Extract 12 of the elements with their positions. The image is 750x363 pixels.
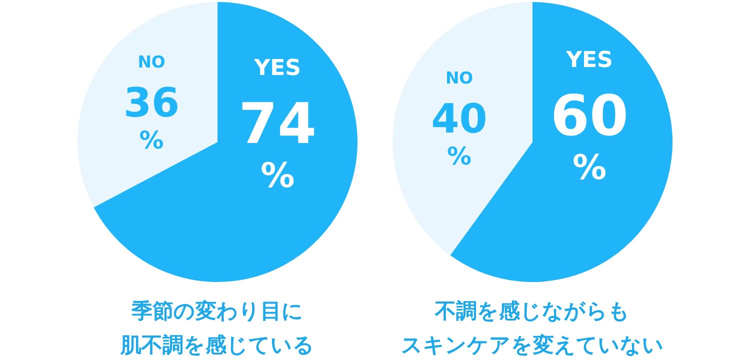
data-label: 36% bbox=[124, 80, 180, 154]
slice-label: YES bbox=[565, 48, 613, 74]
slice-label: YES bbox=[253, 56, 302, 82]
data-label: 60% bbox=[550, 84, 628, 188]
text: 季節の変わり目に bbox=[130, 299, 304, 323]
slice-label: NO bbox=[445, 68, 474, 88]
text: 不調を感じながらも bbox=[434, 299, 630, 323]
slice-label: NO bbox=[138, 52, 166, 72]
data-label: 40% bbox=[431, 96, 488, 170]
text: 肌不調を感じている bbox=[120, 333, 314, 357]
text: スキンケアを変えていない bbox=[401, 333, 664, 357]
data-label: 74% bbox=[238, 92, 317, 196]
